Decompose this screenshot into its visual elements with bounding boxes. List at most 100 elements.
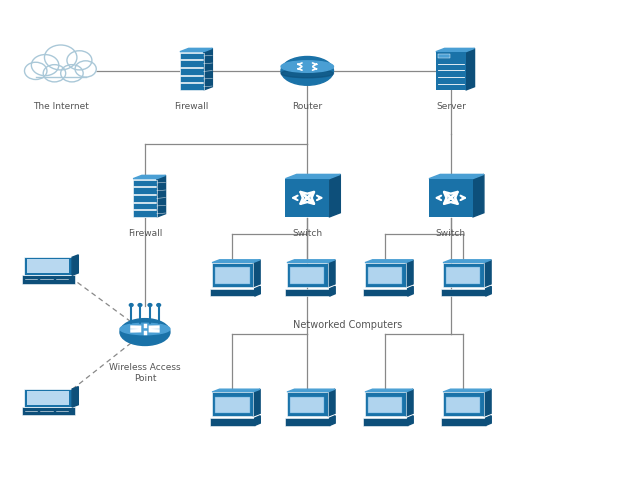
FancyBboxPatch shape [180, 60, 204, 67]
Polygon shape [365, 389, 413, 392]
Polygon shape [436, 48, 475, 52]
FancyBboxPatch shape [363, 418, 408, 426]
Polygon shape [429, 174, 484, 179]
FancyBboxPatch shape [212, 392, 253, 416]
FancyBboxPatch shape [133, 187, 157, 194]
Polygon shape [483, 389, 491, 416]
Polygon shape [287, 260, 335, 263]
Polygon shape [72, 387, 78, 407]
Polygon shape [255, 415, 260, 426]
Polygon shape [212, 389, 260, 392]
Circle shape [138, 304, 142, 307]
Circle shape [157, 304, 161, 307]
Polygon shape [253, 389, 260, 416]
FancyBboxPatch shape [285, 289, 330, 296]
Circle shape [148, 304, 152, 307]
FancyBboxPatch shape [215, 268, 250, 284]
Polygon shape [72, 255, 78, 275]
Ellipse shape [281, 56, 334, 85]
Text: Switch: Switch [436, 229, 466, 238]
FancyBboxPatch shape [446, 397, 480, 414]
FancyBboxPatch shape [25, 67, 97, 77]
Ellipse shape [281, 61, 334, 72]
FancyBboxPatch shape [441, 418, 486, 426]
Ellipse shape [120, 323, 170, 335]
FancyBboxPatch shape [133, 180, 157, 187]
Ellipse shape [120, 319, 170, 346]
Polygon shape [486, 415, 491, 426]
FancyBboxPatch shape [287, 263, 327, 287]
Polygon shape [408, 286, 413, 296]
Polygon shape [287, 389, 335, 392]
Polygon shape [473, 174, 484, 217]
Polygon shape [406, 260, 413, 287]
Polygon shape [285, 174, 340, 179]
FancyBboxPatch shape [210, 418, 255, 426]
Polygon shape [486, 286, 491, 296]
Polygon shape [330, 415, 335, 426]
Polygon shape [483, 260, 491, 287]
Polygon shape [327, 260, 335, 287]
FancyBboxPatch shape [290, 268, 324, 284]
Polygon shape [406, 389, 413, 416]
FancyBboxPatch shape [368, 268, 403, 284]
FancyBboxPatch shape [436, 52, 466, 90]
FancyBboxPatch shape [365, 263, 406, 287]
Text: Wireless Access
Point: Wireless Access Point [109, 363, 181, 383]
FancyBboxPatch shape [443, 263, 483, 287]
Text: Switch: Switch [292, 229, 322, 238]
Ellipse shape [281, 69, 334, 78]
FancyBboxPatch shape [215, 397, 250, 414]
Polygon shape [365, 260, 413, 263]
Polygon shape [466, 48, 475, 90]
FancyBboxPatch shape [28, 391, 69, 405]
FancyBboxPatch shape [180, 76, 204, 82]
Circle shape [45, 45, 77, 70]
Circle shape [31, 54, 59, 76]
Polygon shape [327, 389, 335, 416]
FancyBboxPatch shape [133, 202, 157, 209]
Text: The Internet: The Internet [33, 102, 88, 111]
FancyBboxPatch shape [429, 179, 473, 217]
FancyBboxPatch shape [438, 54, 450, 58]
Polygon shape [180, 48, 213, 52]
FancyBboxPatch shape [285, 179, 329, 217]
FancyBboxPatch shape [180, 68, 204, 75]
FancyBboxPatch shape [446, 268, 480, 284]
FancyBboxPatch shape [133, 195, 157, 201]
FancyBboxPatch shape [133, 210, 157, 217]
FancyBboxPatch shape [22, 275, 75, 283]
Text: Firewall: Firewall [174, 102, 209, 111]
FancyBboxPatch shape [22, 407, 75, 415]
FancyBboxPatch shape [368, 397, 403, 414]
FancyBboxPatch shape [24, 389, 72, 407]
Polygon shape [443, 260, 491, 263]
Text: Networked Computers: Networked Computers [293, 320, 403, 330]
Text: Firewall: Firewall [128, 229, 162, 238]
Circle shape [61, 65, 83, 82]
Polygon shape [443, 389, 491, 392]
FancyBboxPatch shape [285, 418, 330, 426]
FancyBboxPatch shape [290, 397, 324, 414]
FancyBboxPatch shape [363, 289, 408, 296]
Polygon shape [329, 174, 340, 217]
FancyBboxPatch shape [28, 259, 69, 273]
Circle shape [43, 65, 66, 82]
FancyBboxPatch shape [180, 83, 204, 90]
Text: Server: Server [436, 102, 466, 111]
FancyBboxPatch shape [443, 392, 483, 416]
FancyBboxPatch shape [287, 392, 327, 416]
Circle shape [67, 51, 92, 70]
Text: Router: Router [292, 102, 322, 111]
FancyBboxPatch shape [24, 257, 72, 275]
Circle shape [129, 304, 133, 307]
Circle shape [24, 62, 47, 80]
FancyBboxPatch shape [180, 53, 204, 59]
Circle shape [75, 61, 97, 77]
Polygon shape [253, 260, 260, 287]
FancyBboxPatch shape [210, 289, 255, 296]
Polygon shape [212, 260, 260, 263]
FancyBboxPatch shape [212, 263, 253, 287]
FancyBboxPatch shape [441, 289, 486, 296]
Polygon shape [255, 286, 260, 296]
